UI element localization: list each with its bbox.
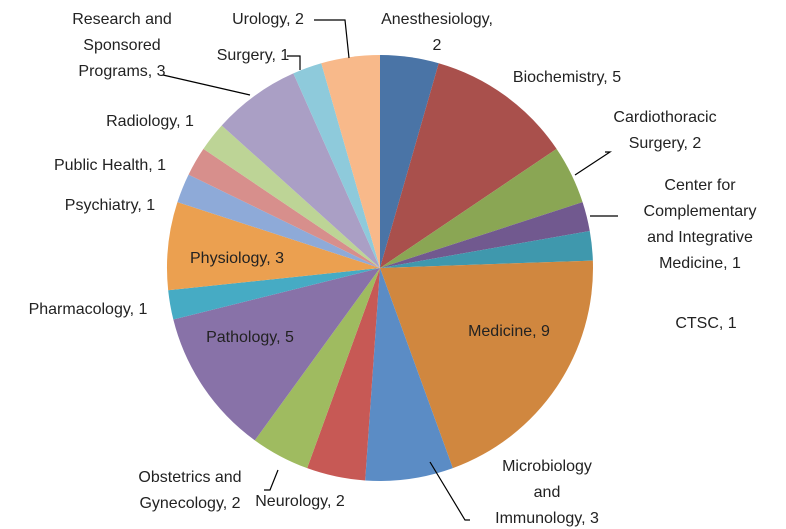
- pie-slice: [380, 202, 590, 268]
- data-label: Medicine, 1: [659, 255, 741, 272]
- data-label: Center for: [664, 177, 736, 194]
- pie-slice: [177, 174, 380, 268]
- leader-line: [314, 19, 350, 59]
- leader-line: [287, 55, 301, 70]
- data-label: Neurology, 2: [255, 493, 345, 510]
- leader-line: [429, 461, 470, 521]
- pie-slice: [321, 55, 380, 268]
- pie-slice: [221, 73, 380, 268]
- pie-slice: [167, 202, 380, 291]
- data-label: Medicine, 9: [468, 323, 550, 340]
- data-label: CTSC, 1: [675, 315, 736, 332]
- leader-line: [264, 469, 279, 491]
- data-label: Surgery, 2: [629, 135, 702, 152]
- pie-slice: [173, 268, 380, 441]
- pie-slice: [380, 148, 583, 268]
- pie-slice: [168, 268, 380, 320]
- data-label: Biochemistry, 5: [513, 69, 621, 86]
- data-label: Cardiothoracic: [613, 109, 716, 126]
- pie-slice: [380, 63, 557, 269]
- data-label: 2: [433, 37, 442, 54]
- data-label: Immunology, 3: [495, 510, 599, 527]
- leader-line: [162, 74, 251, 96]
- data-label: and: [534, 484, 561, 501]
- data-label: Psychiatry, 1: [65, 197, 156, 214]
- data-label: Programs, 3: [78, 63, 165, 80]
- pie-slice: [380, 55, 439, 268]
- data-label: Gynecology, 2: [139, 495, 240, 512]
- data-label: Anesthesiology,: [381, 11, 493, 28]
- pie-slice: [254, 268, 380, 469]
- pie-slice: [365, 268, 453, 481]
- data-label: Physiology, 3: [190, 250, 284, 267]
- data-label: Pathology, 5: [206, 329, 294, 346]
- data-label: Sponsored: [83, 37, 160, 54]
- data-label: Complementary: [644, 203, 757, 220]
- pie-slice: [188, 148, 380, 268]
- pie-slice: [203, 125, 380, 268]
- data-label: Surgery, 1: [217, 47, 290, 64]
- data-label: Radiology, 1: [106, 113, 194, 130]
- data-label: Urology, 2: [232, 11, 304, 28]
- pie-slice: [307, 268, 380, 481]
- data-label: Research and: [72, 11, 172, 28]
- data-label: Public Health, 1: [54, 157, 166, 174]
- data-label: Microbiology: [502, 458, 592, 475]
- data-label: Obstetrics and: [138, 469, 241, 486]
- leader-line: [574, 151, 613, 176]
- data-label: and Integrative: [647, 229, 753, 246]
- pie-slice: [380, 231, 593, 268]
- pie-slice: [380, 260, 593, 469]
- data-label: Pharmacology, 1: [29, 301, 148, 318]
- pie-slice: [293, 63, 380, 269]
